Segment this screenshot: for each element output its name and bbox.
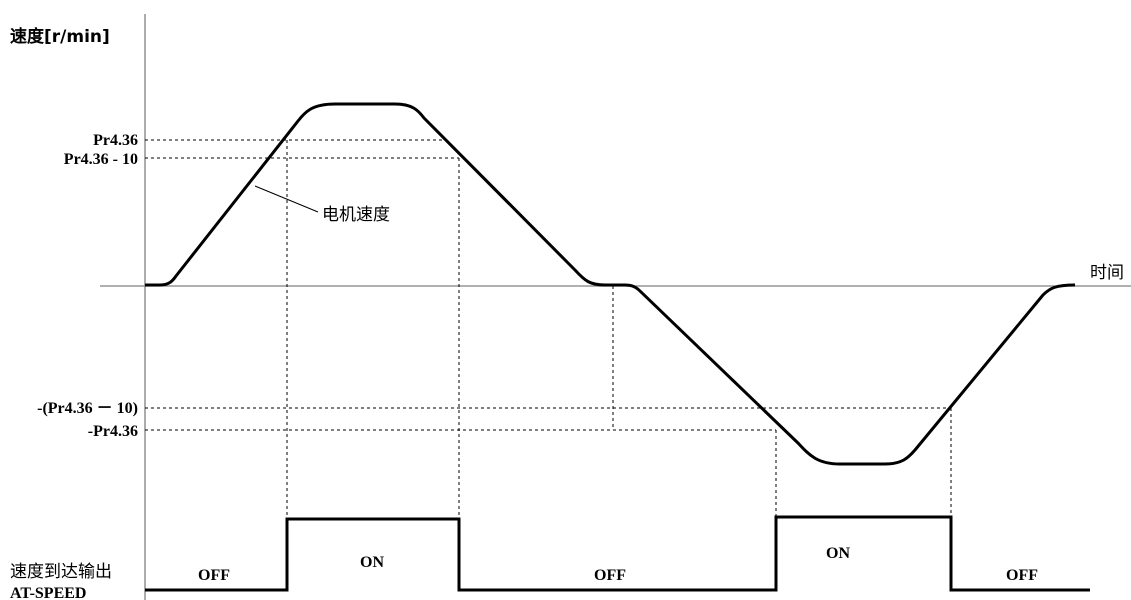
y-axis-label: 速度[r/min] (10, 26, 110, 47)
at-speed-signal (145, 515, 1090, 592)
state-label: ON (826, 545, 850, 562)
neg-upper-label: -(Pr4.36 － 10) (37, 400, 138, 417)
state-label: OFF (1006, 567, 1038, 584)
threshold-lines (145, 139, 951, 431)
state-label: OFF (198, 567, 230, 584)
curve-label-leader (254, 185, 319, 213)
x-axis-label: 时间 (1090, 263, 1124, 283)
pos-lower-label: Pr4.36 - 10 (64, 151, 138, 168)
state-label: OFF (594, 567, 626, 584)
motor-speed-label: 电机速度 (322, 205, 390, 225)
pos-upper-label: Pr4.36 (93, 132, 138, 149)
signal-name-cn: 速度到达输出 (10, 562, 112, 582)
transition-guides (286, 140, 952, 519)
motor-speed-curve (145, 102, 1076, 466)
state-label: ON (360, 554, 384, 571)
signal-name-en: AT-SPEED (10, 585, 86, 600)
neg-lower-label: -Pr4.36 (88, 423, 138, 440)
